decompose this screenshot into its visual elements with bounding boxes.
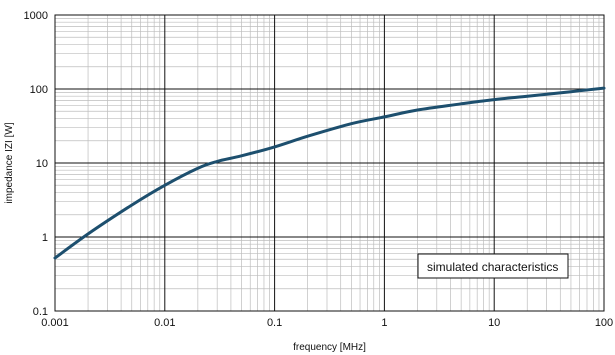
annotation-text: simulated characteristics bbox=[427, 260, 558, 274]
y-tick-label: 1 bbox=[42, 232, 48, 244]
x-tick-label: 0.1 bbox=[267, 317, 282, 329]
y-tick-labels: 0.1 1 10 100 1000 bbox=[24, 10, 48, 318]
y-tick-label: 1000 bbox=[24, 10, 48, 22]
y-tick-label: 0.1 bbox=[33, 306, 48, 318]
x-tick-label: 10 bbox=[488, 317, 500, 329]
y-tick-label: 10 bbox=[36, 158, 48, 170]
x-tick-label: 100 bbox=[595, 317, 613, 329]
y-axis-label: impedance IZI [W] bbox=[4, 122, 15, 203]
x-axis-label: frequency [MHz] bbox=[293, 342, 366, 353]
x-tick-label: 1 bbox=[381, 317, 387, 329]
y-tick-label: 100 bbox=[30, 84, 48, 96]
x-tick-labels: 0.001 0.01 0.1 1 10 100 bbox=[41, 317, 613, 329]
annotation-frame bbox=[417, 253, 569, 279]
impedance-curve bbox=[53, 86, 606, 260]
plot-frame bbox=[54, 14, 605, 312]
x-tick-label: 0.001 bbox=[41, 317, 69, 329]
annotation-box: simulated characteristics bbox=[417, 253, 569, 279]
x-tick-label: 0.01 bbox=[154, 317, 175, 329]
